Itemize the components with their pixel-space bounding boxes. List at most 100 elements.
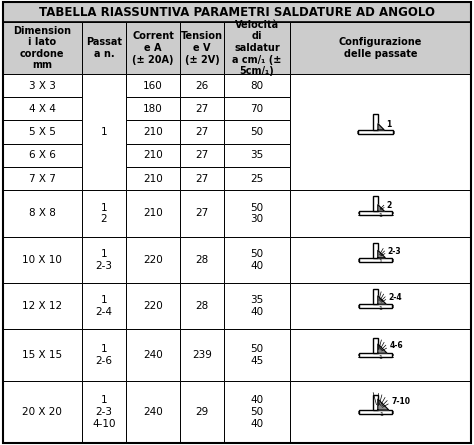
Bar bbox=[180, 237, 224, 283]
Text: 1: 1 bbox=[378, 213, 382, 218]
Text: 12 X 12: 12 X 12 bbox=[22, 301, 63, 311]
Text: 20 X 20: 20 X 20 bbox=[22, 407, 62, 417]
Bar bbox=[126, 381, 180, 443]
Bar bbox=[224, 22, 290, 74]
Bar bbox=[290, 283, 471, 329]
Bar bbox=[373, 338, 378, 353]
Bar bbox=[3, 190, 82, 237]
Text: 210: 210 bbox=[143, 174, 163, 183]
Bar bbox=[373, 395, 378, 410]
Text: 1: 1 bbox=[378, 306, 382, 311]
Bar bbox=[180, 283, 224, 329]
Text: 35: 35 bbox=[250, 150, 264, 160]
Bar bbox=[126, 283, 180, 329]
Polygon shape bbox=[378, 296, 386, 304]
Text: 180: 180 bbox=[143, 104, 163, 114]
Bar bbox=[3, 283, 82, 329]
Bar bbox=[3, 22, 82, 74]
Bar bbox=[224, 381, 290, 443]
Text: 2-4: 2-4 bbox=[389, 293, 402, 302]
Text: 29: 29 bbox=[195, 407, 209, 417]
Text: 27: 27 bbox=[195, 127, 209, 137]
Text: 26: 26 bbox=[195, 81, 209, 91]
Text: Velocità
di
saldatur
a cm/₁ (±
5cm/₁): Velocità di saldatur a cm/₁ (± 5cm/₁) bbox=[232, 20, 282, 76]
Text: 10 X 10: 10 X 10 bbox=[22, 255, 62, 265]
Text: 1: 1 bbox=[378, 259, 382, 264]
Text: 50
30: 50 30 bbox=[251, 202, 264, 224]
Text: 1: 1 bbox=[100, 127, 107, 137]
Bar bbox=[82, 237, 126, 283]
Text: 210: 210 bbox=[143, 208, 163, 218]
Text: 4 X 4: 4 X 4 bbox=[29, 104, 56, 114]
Text: Configurazione
delle passate: Configurazione delle passate bbox=[339, 37, 422, 59]
Bar bbox=[82, 329, 126, 381]
Text: 1: 1 bbox=[379, 412, 383, 417]
Bar bbox=[224, 121, 290, 144]
Bar bbox=[224, 144, 290, 167]
Bar bbox=[290, 237, 471, 283]
Bar bbox=[290, 190, 471, 237]
Bar bbox=[359, 410, 392, 414]
Bar bbox=[180, 167, 224, 190]
Text: 240: 240 bbox=[143, 407, 163, 417]
Text: 27: 27 bbox=[195, 208, 209, 218]
Bar bbox=[180, 144, 224, 167]
Bar bbox=[290, 22, 471, 74]
Text: 50
40: 50 40 bbox=[251, 249, 264, 271]
Bar bbox=[3, 121, 82, 144]
Bar bbox=[373, 114, 378, 130]
Bar bbox=[3, 167, 82, 190]
Bar bbox=[3, 2, 471, 22]
Bar bbox=[126, 121, 180, 144]
Bar bbox=[224, 167, 290, 190]
Text: 160: 160 bbox=[143, 81, 163, 91]
Bar bbox=[3, 144, 82, 167]
Bar bbox=[373, 196, 378, 211]
Text: 28: 28 bbox=[195, 255, 209, 265]
Text: 50: 50 bbox=[251, 127, 264, 137]
Text: 1
2-4: 1 2-4 bbox=[95, 295, 112, 317]
Bar bbox=[373, 243, 378, 258]
Text: 1
2-3
4-10: 1 2-3 4-10 bbox=[92, 396, 116, 429]
Text: Corrent
e A
(± 20A): Corrent e A (± 20A) bbox=[132, 32, 174, 65]
Bar bbox=[290, 329, 471, 381]
Bar bbox=[180, 190, 224, 237]
Bar bbox=[224, 97, 290, 121]
Bar bbox=[126, 22, 180, 74]
Bar bbox=[224, 283, 290, 329]
Bar bbox=[126, 144, 180, 167]
Text: 210: 210 bbox=[143, 150, 163, 160]
Bar bbox=[82, 22, 126, 74]
Text: Passat
a n.: Passat a n. bbox=[86, 37, 122, 59]
Bar bbox=[180, 121, 224, 144]
Bar bbox=[224, 329, 290, 381]
Text: 2-3: 2-3 bbox=[387, 247, 401, 256]
Text: 220: 220 bbox=[143, 301, 163, 311]
Text: 7 X 7: 7 X 7 bbox=[29, 174, 56, 183]
Text: 27: 27 bbox=[195, 104, 209, 114]
Bar bbox=[224, 74, 290, 97]
Bar bbox=[358, 130, 393, 134]
Text: 28: 28 bbox=[195, 301, 209, 311]
Text: 7-10: 7-10 bbox=[392, 397, 411, 406]
Bar bbox=[126, 329, 180, 381]
Text: Tension
e V
(± 2V): Tension e V (± 2V) bbox=[181, 32, 223, 65]
Text: 6 X 6: 6 X 6 bbox=[29, 150, 56, 160]
Text: 27: 27 bbox=[195, 150, 209, 160]
Text: 80: 80 bbox=[251, 81, 264, 91]
Bar bbox=[126, 237, 180, 283]
Text: 210: 210 bbox=[143, 127, 163, 137]
Bar bbox=[359, 211, 392, 215]
Text: 50
45: 50 45 bbox=[250, 344, 264, 366]
Bar bbox=[82, 283, 126, 329]
Text: 1
2-3: 1 2-3 bbox=[95, 249, 112, 271]
Text: 27: 27 bbox=[195, 174, 209, 183]
Bar bbox=[373, 289, 378, 304]
Text: 240: 240 bbox=[143, 350, 163, 360]
Text: Dimension
i lato
cordone
mm: Dimension i lato cordone mm bbox=[13, 26, 71, 70]
Text: TABELLA RIASSUNTIVA PARAMETRI SALDATURE AD ANGOLO: TABELLA RIASSUNTIVA PARAMETRI SALDATURE … bbox=[39, 5, 435, 19]
Bar bbox=[3, 97, 82, 121]
Polygon shape bbox=[378, 399, 389, 410]
Bar bbox=[359, 258, 392, 262]
Text: 4-6: 4-6 bbox=[390, 341, 403, 350]
